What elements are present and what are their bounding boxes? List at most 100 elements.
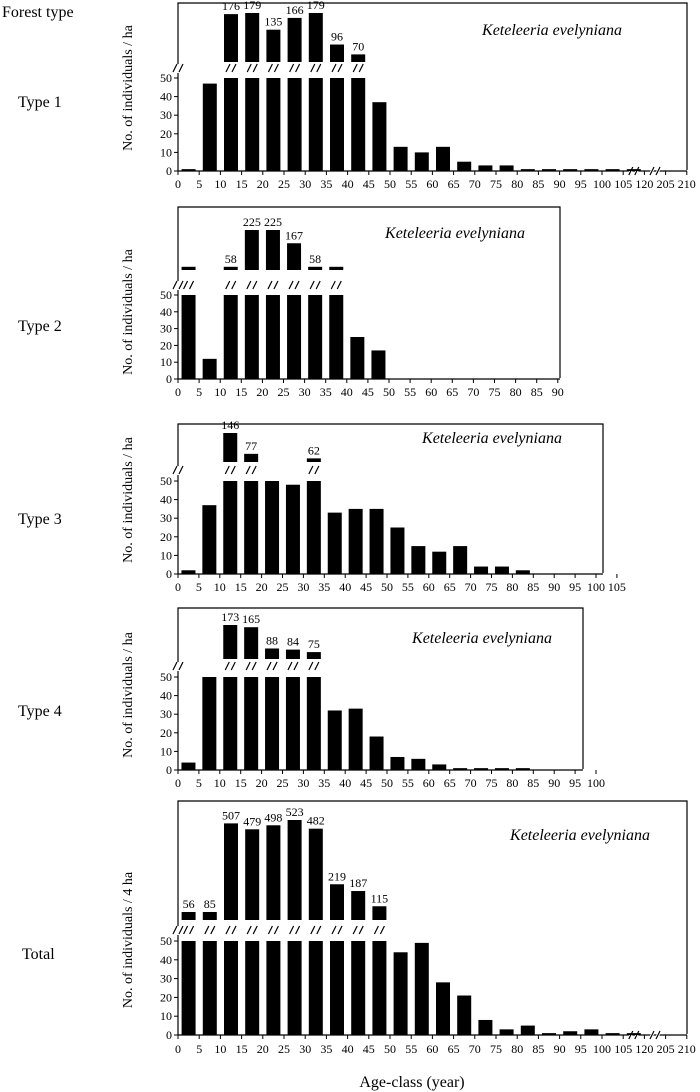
x-tick-label: 80 — [506, 776, 518, 790]
bar-break — [245, 925, 259, 935]
y-axis-break-a — [172, 925, 178, 935]
bar — [390, 527, 405, 574]
y-tick-label: 50 — [160, 934, 172, 948]
x-tick-label: 10 — [214, 776, 226, 790]
x-tick-label: 20 — [257, 177, 269, 191]
bar-break — [288, 925, 301, 935]
x-tick-label: 50 — [384, 1042, 396, 1056]
bar-upper — [245, 12, 260, 62]
bar-break-b — [231, 280, 237, 290]
bar — [414, 152, 429, 171]
x-tick-label: 70 — [469, 1042, 481, 1056]
bar-break-b — [314, 661, 320, 671]
y-tick-label: 50 — [160, 670, 172, 684]
bar — [457, 995, 472, 1035]
bar — [223, 677, 238, 770]
x-tick-label: 100 — [593, 1042, 611, 1056]
bar-break-b — [336, 280, 342, 290]
x-tick-label: 25 — [277, 580, 289, 594]
bar-break-b — [189, 280, 195, 290]
bar-upper — [223, 625, 238, 659]
x-tick-label: 35 — [320, 177, 332, 191]
row-label: Type 2 — [18, 318, 62, 335]
x-tick-label: 210 — [678, 1042, 696, 1056]
bar-break — [351, 63, 365, 73]
x-axis-break — [648, 1030, 662, 1040]
bar-break — [287, 280, 301, 290]
bar — [584, 169, 599, 171]
bar-upper — [224, 823, 238, 920]
bar-break-a — [310, 925, 316, 935]
x-axis-break-b — [655, 166, 661, 176]
y-tick-label: 20 — [160, 990, 172, 1004]
x-tick-label: 100 — [587, 776, 605, 790]
bar-value-label: 77 — [245, 439, 257, 453]
bar-break-a — [308, 465, 314, 475]
x-tick-label: 25 — [278, 177, 290, 191]
bar-value-label: 225 — [264, 215, 282, 229]
bar-break-b — [273, 280, 279, 290]
bar-break-b — [252, 63, 258, 73]
bar-break — [224, 280, 238, 290]
x-axis-break-a — [649, 1030, 655, 1040]
bar — [494, 566, 509, 574]
x-tick-label: 35 — [318, 776, 330, 790]
bar-break — [245, 63, 259, 73]
bar — [306, 677, 321, 770]
bar-break-a — [267, 280, 273, 290]
bar-break — [329, 280, 343, 290]
bar — [453, 546, 468, 574]
bar-upper — [266, 825, 281, 920]
bar — [266, 941, 281, 1035]
x-tick-label: 80 — [510, 385, 522, 399]
x-tick-label: 70 — [465, 776, 477, 790]
x-tick-label: 40 — [341, 385, 353, 399]
bar-value-label: 187 — [349, 876, 367, 890]
bar-break-b — [295, 63, 301, 73]
x-tick-label: 80 — [511, 177, 523, 191]
y-tick-label: 30 — [160, 322, 172, 336]
row-label: Total — [22, 946, 55, 963]
bar — [350, 337, 365, 379]
bar-upper — [306, 652, 321, 659]
bar-upper — [265, 230, 280, 270]
x-tick-label: 95 — [569, 580, 581, 594]
bar-value-label: 176 — [222, 0, 240, 13]
bar — [327, 710, 342, 770]
bar — [432, 551, 447, 574]
x-tick-label: 30 — [297, 776, 309, 790]
y-tick-label: 0 — [166, 763, 172, 777]
bar — [287, 78, 302, 171]
x-tick-label: 45 — [360, 776, 372, 790]
plot-frame — [177, 423, 604, 573]
x-tick-label: 85 — [532, 177, 544, 191]
y-axis-title: No. of individuals / ha — [121, 631, 136, 757]
bar — [474, 768, 489, 770]
y-tick-label: 20 — [160, 127, 172, 141]
bar-break-a — [225, 925, 231, 935]
bar — [245, 941, 260, 1035]
y-tick-label: 20 — [160, 338, 172, 352]
bar — [371, 350, 386, 379]
x-tick-label: 20 — [256, 385, 268, 399]
bar-break-b — [293, 661, 299, 671]
y-tick-label: 30 — [160, 511, 172, 525]
bar — [436, 982, 450, 1035]
x-tick-label: 15 — [236, 1042, 248, 1056]
bar-upper — [372, 906, 387, 920]
bar-upper — [224, 14, 238, 63]
bar-break-b — [230, 661, 236, 671]
bar-upper — [287, 17, 302, 63]
bar — [287, 941, 302, 1035]
x-tick-label: 30 — [297, 580, 309, 594]
bar-break-a — [225, 63, 231, 73]
bar-value-label: 115 — [371, 891, 389, 905]
x-tick-label: 10 — [214, 1042, 226, 1056]
bar-value-label: 56 — [183, 897, 195, 911]
y-axis-break-a — [172, 465, 178, 475]
bar — [308, 295, 323, 379]
plot-frame — [177, 2, 688, 170]
x-tick-label: 205 — [657, 1042, 675, 1056]
bar — [499, 165, 514, 171]
